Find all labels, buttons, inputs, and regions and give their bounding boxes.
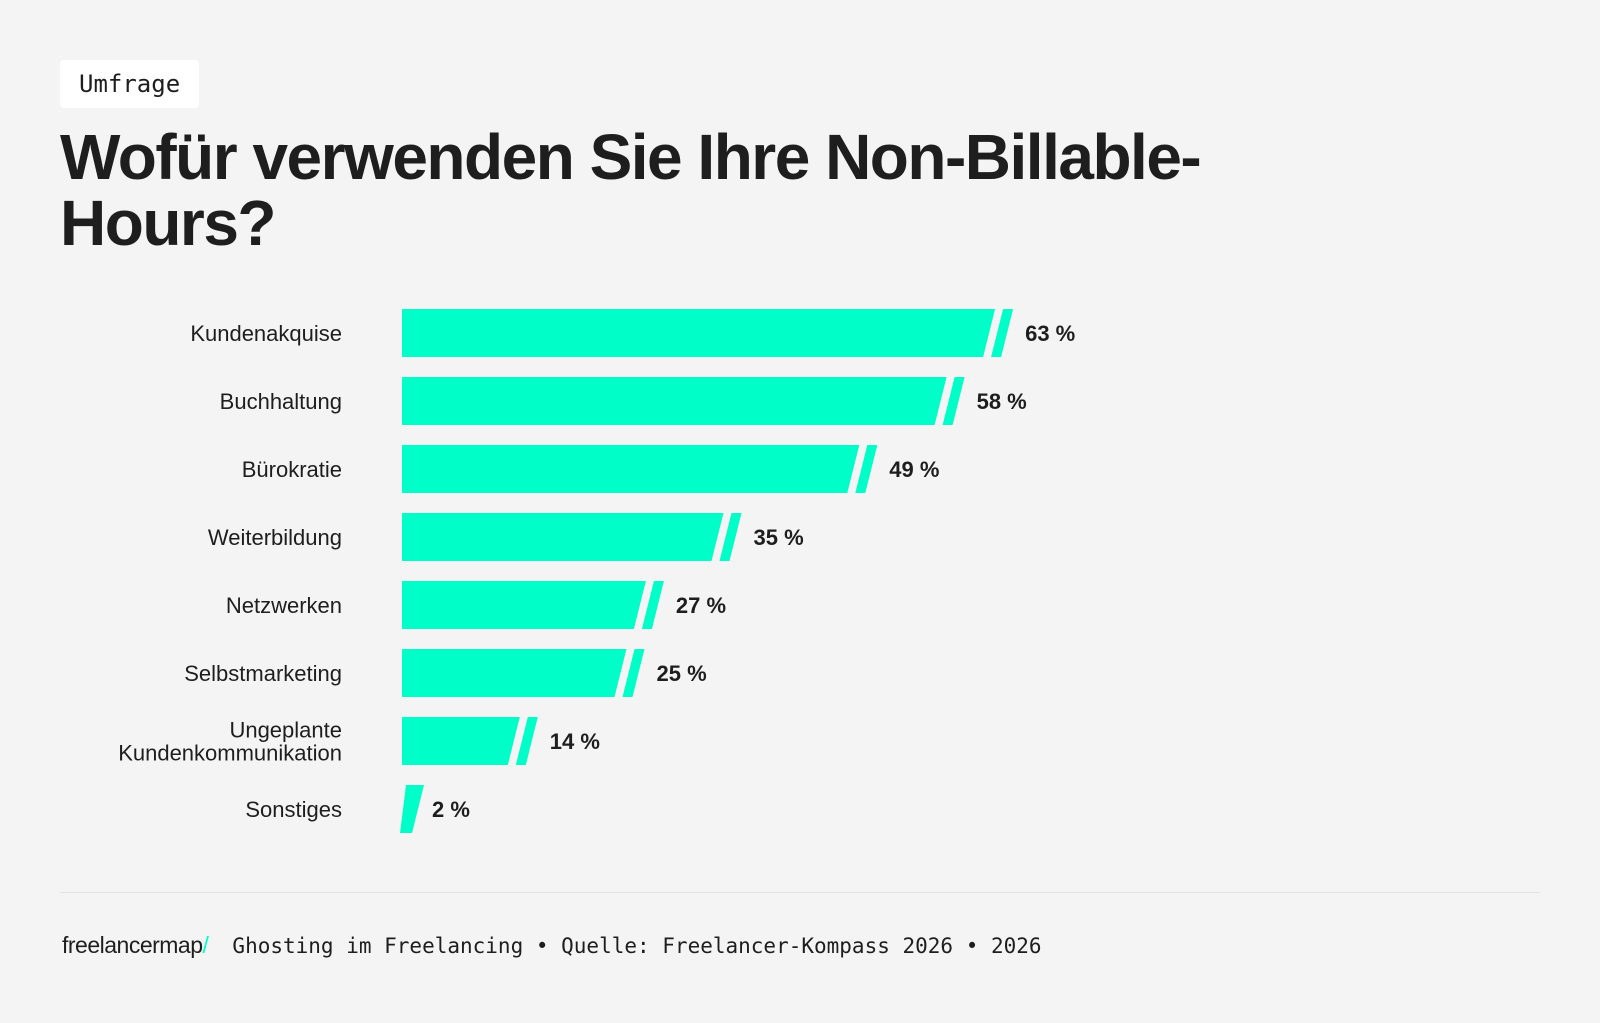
value-label: 27 % <box>676 593 726 618</box>
category-label: Ungeplante <box>229 718 342 743</box>
brand-logo: freelancermap/ <box>62 932 209 959</box>
bar-slash <box>641 581 664 629</box>
value-label: 49 % <box>889 457 939 482</box>
bar <box>402 445 860 493</box>
source-note: Ghosting im Freelancing • Quelle: Freela… <box>232 933 1042 958</box>
bar-slash <box>719 513 742 561</box>
bar <box>402 581 646 629</box>
value-label: 58 % <box>977 389 1027 414</box>
bar-slash <box>855 445 878 493</box>
value-label: 14 % <box>550 729 600 754</box>
bar-slash <box>942 377 965 425</box>
value-label: 35 % <box>754 525 804 550</box>
category-label: Weiterbildung <box>208 525 342 550</box>
category-badge: Umfrage <box>60 60 200 108</box>
category-label: Bürokratie <box>242 457 342 482</box>
category-label: Sonstiges <box>245 797 342 822</box>
value-label: 25 % <box>657 661 707 686</box>
bar <box>402 717 520 765</box>
logo-text: freelancermap <box>62 932 203 958</box>
category-label: Netzwerken <box>226 593 342 618</box>
category-label: Buchhaltung <box>220 389 342 414</box>
bar <box>402 513 724 561</box>
value-label: 2 % <box>432 797 470 822</box>
bar-slash <box>622 649 645 697</box>
chart-title: Wofür verwenden Sie Ihre Non-Billable-Ho… <box>60 121 1202 259</box>
bar <box>402 309 996 357</box>
value-label: 63 % <box>1025 321 1075 346</box>
bar-slash <box>515 717 538 765</box>
logo-slash: / <box>202 932 209 958</box>
footer: freelancermap/ Ghosting im Freelancing •… <box>62 932 1042 959</box>
bar <box>402 377 947 425</box>
category-label: Selbstmarketing <box>184 661 342 686</box>
bar <box>400 785 424 833</box>
category-label: Kundenakquise <box>190 321 342 346</box>
footer-divider <box>60 892 1540 893</box>
bar-slash <box>991 309 1014 357</box>
category-label: Kundenkommunikation <box>118 741 342 766</box>
bar-chart: 63 % Kundenakquise 58 % Buchhaltung 49 % Büro… <box>118 309 1075 833</box>
bar <box>402 649 627 697</box>
